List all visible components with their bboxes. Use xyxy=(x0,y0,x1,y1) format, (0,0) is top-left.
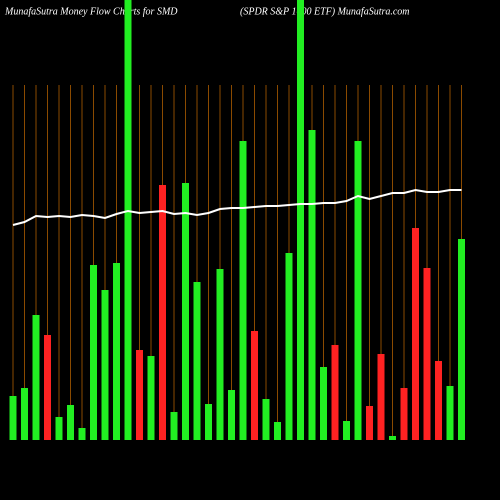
bar xyxy=(170,412,178,440)
bar xyxy=(124,0,132,440)
bar xyxy=(78,428,86,440)
bar xyxy=(55,417,63,440)
bar xyxy=(182,183,189,440)
chart-subtitle: (SPDR S&P 1000 ETF) MunafaSutra.com xyxy=(240,6,410,17)
bar xyxy=(308,130,316,440)
bar xyxy=(193,282,201,440)
bar xyxy=(400,388,408,440)
bar xyxy=(67,405,74,440)
bar xyxy=(159,185,166,440)
bar xyxy=(331,345,339,440)
bar xyxy=(446,386,454,440)
bar xyxy=(9,396,17,440)
bar xyxy=(90,265,97,440)
bar xyxy=(435,361,442,440)
bar xyxy=(423,268,431,440)
bar xyxy=(147,356,155,440)
bar xyxy=(32,315,40,440)
bar xyxy=(285,253,293,440)
bar xyxy=(262,399,270,440)
bar xyxy=(251,331,258,440)
bar xyxy=(205,404,212,440)
bar xyxy=(320,367,327,440)
bar xyxy=(458,239,465,440)
bar xyxy=(228,390,235,440)
bar xyxy=(297,0,304,440)
bar xyxy=(136,350,143,440)
bar xyxy=(354,141,362,440)
bar xyxy=(216,269,224,440)
bar xyxy=(274,422,281,440)
bar xyxy=(366,406,373,440)
bar xyxy=(239,141,247,440)
bar xyxy=(343,421,350,440)
price-line xyxy=(12,188,462,226)
bar xyxy=(21,388,28,440)
chart-title: MunafaSutra Money Flow Charts for SMD xyxy=(4,6,178,17)
bar xyxy=(101,290,109,440)
bar xyxy=(44,335,51,440)
bar xyxy=(113,263,120,440)
bar xyxy=(389,436,396,440)
bar xyxy=(412,228,419,440)
bar xyxy=(377,354,385,440)
